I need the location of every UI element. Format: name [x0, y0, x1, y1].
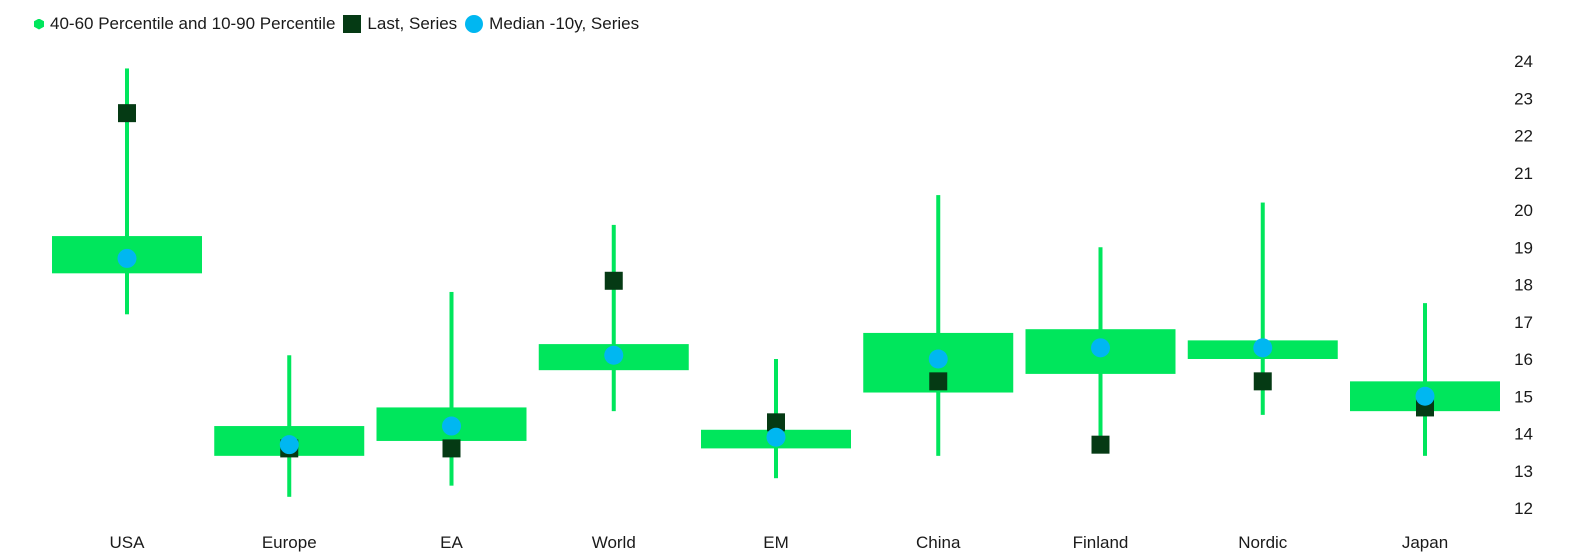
category-label: EA [440, 533, 463, 552]
legend: 40-60 Percentile and 10-90 Percentile La… [34, 12, 639, 36]
median-marker [117, 248, 137, 268]
median-circle-icon [465, 15, 484, 33]
y-tick-label: 17 [1514, 313, 1533, 332]
category-label: China [916, 533, 961, 552]
whisker-10-90 [1260, 202, 1265, 415]
y-tick-label: 14 [1514, 425, 1533, 444]
legend-range-label: 40-60 Percentile and 10-90 Percentile [50, 14, 336, 33]
median-marker [604, 345, 624, 365]
median-marker [279, 435, 299, 455]
y-tick-label: 21 [1514, 164, 1533, 183]
category-label: Nordic [1238, 533, 1288, 552]
y-tick-label: 12 [1514, 499, 1533, 518]
y-tick-label: 20 [1514, 201, 1533, 220]
last-marker [929, 372, 948, 391]
y-tick-label: 15 [1514, 387, 1533, 406]
last-marker [767, 413, 785, 432]
median-marker [766, 427, 786, 447]
legend-item-last: Last, Series [343, 14, 457, 34]
legend-median-label: Median -10y, Series [489, 14, 640, 33]
y-tick-label: 23 [1514, 89, 1533, 108]
median-marker [928, 349, 948, 369]
last-square-icon [343, 15, 362, 33]
median-marker [442, 416, 461, 436]
whisker-10-90 [1423, 303, 1427, 456]
range-hexagon-icon [34, 18, 44, 30]
y-tick-label: 19 [1514, 238, 1533, 257]
whisker-10-90 [125, 68, 129, 315]
last-marker [118, 104, 136, 123]
y-tick-label: 13 [1514, 462, 1533, 481]
legend-item-median: Median -10y, Series [465, 14, 639, 34]
category-label: EM [763, 533, 789, 552]
last-marker [1091, 435, 1110, 454]
last-marker [442, 439, 461, 458]
y-tick-label: 22 [1514, 127, 1533, 146]
median-marker [1253, 338, 1273, 358]
whisker-10-90 [611, 224, 616, 412]
category-label: USA [110, 533, 146, 552]
last-marker [1253, 372, 1272, 391]
whisker-10-90 [936, 195, 941, 456]
category-label: Finland [1073, 533, 1129, 552]
category-label: Japan [1402, 533, 1448, 552]
last-marker [604, 271, 623, 290]
y-tick-label: 16 [1514, 350, 1533, 369]
y-tick-label: 18 [1514, 276, 1533, 295]
median-marker [1091, 338, 1110, 358]
legend-last-label: Last, Series [367, 14, 458, 33]
median-marker [1415, 386, 1435, 406]
category-label: Europe [262, 533, 317, 552]
y-tick-label: 24 [1514, 52, 1533, 71]
whisker-10-90 [449, 291, 454, 486]
category-label: World [592, 533, 636, 552]
legend-item-range: 40-60 Percentile and 10-90 Percentile [34, 14, 335, 34]
